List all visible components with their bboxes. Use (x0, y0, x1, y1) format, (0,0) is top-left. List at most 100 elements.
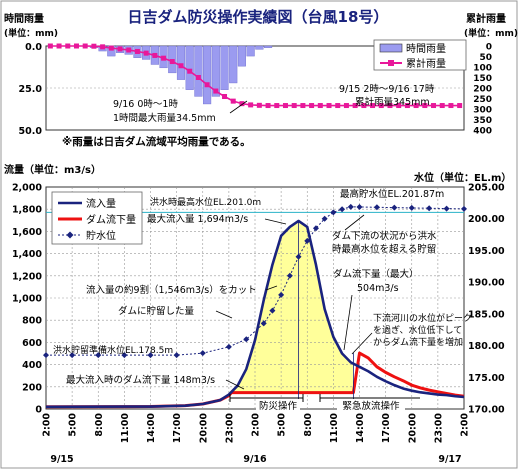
water-level-point (339, 206, 346, 213)
water-level-point (225, 343, 232, 350)
annot-downstream-2: を過ぎ、水位低下して (373, 324, 462, 336)
rain-cumulative-point (248, 102, 254, 108)
rain-annot-total-1: 9/15 2時～9/16 17時 (339, 84, 435, 95)
ref-flood-standby-label: 洪水貯留準備水位EL.178.5m (53, 344, 173, 356)
flow-xtick: 8:00 (94, 413, 105, 437)
rain-cumulative-point (282, 103, 288, 109)
water-level-point (278, 291, 285, 298)
rain-cumulative-point (169, 59, 175, 65)
flow-xtick: 20:00 (198, 413, 209, 444)
water-level-point (391, 204, 398, 211)
rain-ytick-right: 350 (473, 116, 492, 126)
flow-ytick-left: 1,400 (12, 249, 42, 260)
rain-cumulative-point (91, 43, 97, 49)
rain-ytick-right: 300 (473, 106, 492, 116)
annot-dam-situation-leader (344, 214, 365, 231)
rain-annot-max-2: 1時間最大雨量34.5mm (113, 112, 216, 124)
flow-ytick-left: 1,000 (12, 294, 42, 305)
flow-left-label: 流量（単位：m3/s） (4, 163, 101, 176)
flow-xtick: 11:00 (120, 413, 131, 444)
rain-ytick-right: 50 (479, 53, 492, 63)
flow-ytick-left: 1,200 (12, 271, 42, 282)
op-emergency-period: 緊急放流操作 (319, 394, 420, 412)
flow-ytick-right: 175.00 (468, 373, 505, 384)
rain-cumulative-point (361, 103, 367, 109)
flow-ytick-left: 200 (22, 382, 42, 393)
rain-cumulative-point (352, 103, 358, 109)
rain-cumulative-point (422, 103, 428, 109)
rain-bar (220, 45, 229, 90)
flow-ytick-left: 0 (35, 405, 42, 416)
annot-max-inflow-leader (264, 218, 287, 225)
rain-cumulative-point (274, 103, 280, 109)
water-level-point (321, 215, 328, 222)
rain-annot-max-1: 9/16 0時～1時 (113, 99, 178, 110)
rain-annot-total-2: 累計雨量345mm (355, 96, 430, 108)
water-level-point (121, 352, 128, 359)
legend-label-hourly: 時間雨量 (406, 43, 446, 55)
flow-ytick-right: 185.00 (468, 309, 505, 320)
flow-right-label: 水位（単位：EL.m） (413, 171, 511, 184)
flow-xtick: 17:00 (381, 413, 392, 444)
water-level-point (330, 209, 337, 216)
flow-yticks-right: 170.00 175.00 180.00 185.00 190.00 195.00 200.… (468, 183, 505, 416)
flow-ytick-left: 1,600 (12, 227, 42, 238)
flow-ytick-right: 190.00 (468, 278, 505, 289)
inflow-line (45, 219, 465, 409)
rain-cumulative-point (65, 43, 71, 49)
annot-max-level: 最高貯水位EL.201.87m (340, 188, 444, 200)
rain-cumulative-point (413, 103, 419, 109)
rain-left-unit: (単位：mm) (4, 27, 58, 39)
legend-marker-level (66, 231, 74, 239)
rain-cumulative-point (265, 103, 271, 109)
rain-cumulative-point (431, 103, 437, 109)
rain-cumulative-point (230, 98, 236, 104)
flow-xtick: 20:00 (407, 413, 418, 444)
flow-xtick: 2:00 (460, 413, 471, 437)
rain-cumulative-point (404, 103, 410, 109)
legend-marker-cumulative (388, 60, 394, 66)
water-level-point (173, 352, 180, 359)
rain-cumulative-point (256, 102, 262, 108)
annot-downstream-3: からダム流下量を増加 (373, 336, 463, 348)
rain-bar (255, 45, 264, 50)
legend-label-inflow: 流入量 (86, 197, 116, 210)
ref-flood-max-label: 洪水時最高水位EL.201.0m (150, 196, 261, 208)
op-flood-period: 防災操作 (229, 394, 304, 412)
annot-outflow-at-max: 最大流入時のダム流下量 148m3/s (66, 374, 215, 386)
annot-stored: ダムに貯留した量 (118, 305, 195, 317)
flow-ytick-left: 800 (22, 316, 42, 327)
rain-cumulative-point (396, 103, 402, 109)
rain-cumulative-point (143, 50, 149, 56)
water-level-point (269, 307, 276, 314)
rain-bar (264, 45, 273, 48)
rain-cumulative-point (222, 94, 228, 100)
flow-ytick-right: 195.00 (468, 246, 505, 257)
water-level-point (69, 352, 76, 359)
rain-bar (176, 45, 186, 80)
rain-legend: 時間雨量 累計雨量 (373, 39, 467, 71)
flow-date-label: 9/17 (438, 454, 461, 465)
rain-cumulative-point (439, 103, 445, 109)
legend-label-outflow: ダム流下量 (86, 213, 136, 226)
water-level-point (286, 272, 293, 279)
flow-xtick: 14:00 (355, 413, 366, 444)
annot-max-outflow-2: 504m3/s (357, 283, 399, 294)
flow-legend: 流入量 ダム流下量 貯水位 (51, 191, 143, 245)
rain-cumulative-point (134, 48, 140, 54)
chart-title: 日吉ダム防災操作実績図（台風18号） (128, 8, 389, 26)
rain-ytick-right: 250 (473, 95, 492, 105)
rain-cumulative-point (204, 82, 210, 88)
rain-bar (229, 45, 238, 84)
rain-bar (185, 45, 194, 90)
flow-xtick: 5:00 (68, 413, 79, 437)
flow-xtick: 17:00 (172, 413, 183, 444)
water-level-point (147, 352, 154, 359)
rain-right-label: 累計雨量 (466, 12, 506, 25)
rain-cumulative-point (161, 55, 167, 61)
rain-left-label: 時間雨量 (4, 12, 44, 25)
rain-cumulative-point (152, 52, 158, 58)
flow-ytick-left: 600 (22, 338, 42, 349)
